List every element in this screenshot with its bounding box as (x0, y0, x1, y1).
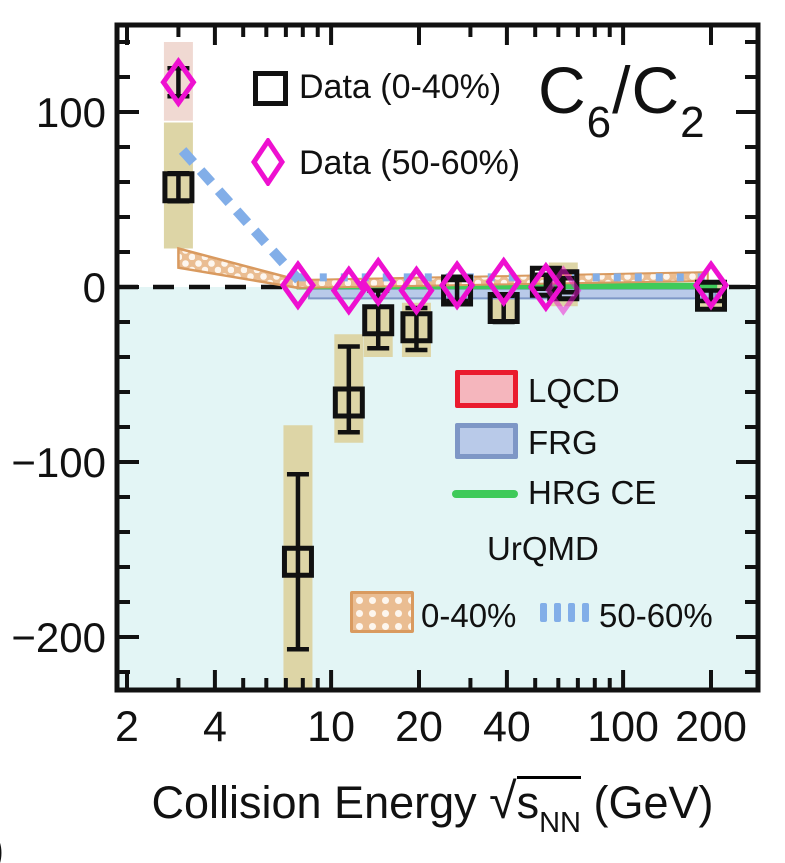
blue-dash-icon (568, 603, 575, 622)
x-tick-label: 200 (675, 703, 747, 751)
lqcd-band-icon (455, 370, 518, 408)
x-tick-label: 40 (483, 703, 531, 751)
y-tick-label: −200 (11, 614, 106, 661)
frg-band-icon (455, 423, 518, 459)
x-title-s: s (516, 777, 540, 828)
x-tick-label: 10 (307, 703, 355, 751)
x-axis-title: Collision Energy √sNN (GeV) (110, 772, 755, 838)
x-tick-label: 4 (203, 703, 227, 751)
sqrt-icon: √ (489, 773, 517, 829)
hrg-line-icon (452, 490, 518, 498)
open-diamond-icon (250, 136, 286, 188)
legend-swatch-lqcd (455, 370, 518, 413)
legend-marker-square (253, 71, 288, 111)
title-slash-c: /C (612, 53, 681, 127)
x-tick-label: 20 (395, 703, 443, 751)
legend-label-frg: FRG (528, 424, 598, 461)
y-tick-label: −100 (11, 439, 106, 486)
legend-marker-diamond (250, 136, 286, 191)
title-sub2: 2 (680, 98, 706, 148)
blue-dash-icon (540, 603, 547, 622)
cropped-character: ) (0, 822, 4, 863)
legend-label-urqmd: UrQMD (487, 530, 599, 567)
legend-swatch-urqmd-central (350, 591, 414, 638)
blue-dash-icon (554, 603, 561, 622)
legend-label-urqmd-0-40: 0-40% (421, 597, 517, 634)
legend-label-data-50-60: Data (50-60%) (299, 144, 521, 182)
y-tick-label: 100 (36, 89, 106, 136)
open-square-icon (253, 71, 288, 106)
legend-label-data-0-40: Data (0-40%) (299, 68, 502, 106)
title-sub6: 6 (586, 98, 613, 148)
x-tick-label: 2 (115, 703, 139, 751)
legend-swatch-urqmd-peripheral (540, 603, 596, 627)
blue-dash-icon (582, 603, 589, 622)
x-title-prefix: Collision Energy (151, 777, 490, 828)
legend-swatch-hrg (452, 485, 518, 503)
legend-label-lqcd: LQCD (528, 372, 620, 409)
x-tick-label: 100 (587, 703, 659, 751)
page-title: C6/C2 (538, 52, 706, 145)
legend-swatch-frg (455, 423, 518, 464)
legend-label-urqmd-50-60: 50-60% (599, 597, 713, 634)
hatched-band-icon (350, 591, 414, 633)
x-title-suffix: (GeV) (580, 777, 714, 828)
legend-label-hrg-ce: HRG CE (528, 474, 657, 511)
x-title-sub-nn: NN (539, 807, 581, 839)
title-c: C (538, 53, 587, 127)
y-tick-label: 0 (83, 264, 106, 311)
